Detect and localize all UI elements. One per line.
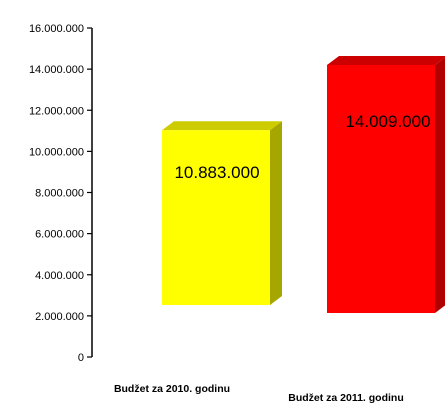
y-tick-label: 6.000.000 xyxy=(35,229,84,241)
bar-front-face xyxy=(327,64,435,313)
x-axis-labels: Budžet za 2010. godinu Budžet za 2011. go… xyxy=(114,383,404,404)
bar-1: 10.883.000 xyxy=(162,121,282,305)
bar-front-face xyxy=(162,130,270,305)
y-tick-label: 16.000.000 xyxy=(29,23,84,35)
bar-value-label: 10.883.000 xyxy=(174,163,259,182)
y-tick-label: 14.000.000 xyxy=(29,64,84,76)
category-label: Budžet za 2010. godinu xyxy=(114,383,230,395)
y-tick-label: 2.000.000 xyxy=(35,311,84,323)
bar-top-face xyxy=(327,55,445,65)
bar-top-face xyxy=(162,121,282,131)
y-tick-label: 8.000.000 xyxy=(35,188,84,200)
y-tick-label: 12.000.000 xyxy=(29,105,84,117)
category-label: Budžet za 2011. godinu xyxy=(288,392,404,404)
bar-2: 14.009.000 xyxy=(327,55,445,313)
y-tick-label: 0 xyxy=(78,352,84,364)
bar-side-face xyxy=(270,121,282,305)
bars: 10.883.000 14.009.000 xyxy=(162,55,445,313)
y-tick-label: 4.000.000 xyxy=(35,270,84,282)
bar-value-label: 14.009.000 xyxy=(345,112,430,131)
bar-side-face xyxy=(435,57,445,313)
y-axis: 0 2.000.000 4.000.000 6.000.000 8.000.000 10.… xyxy=(29,23,93,364)
y-tick-label: 10.000.000 xyxy=(29,146,84,158)
